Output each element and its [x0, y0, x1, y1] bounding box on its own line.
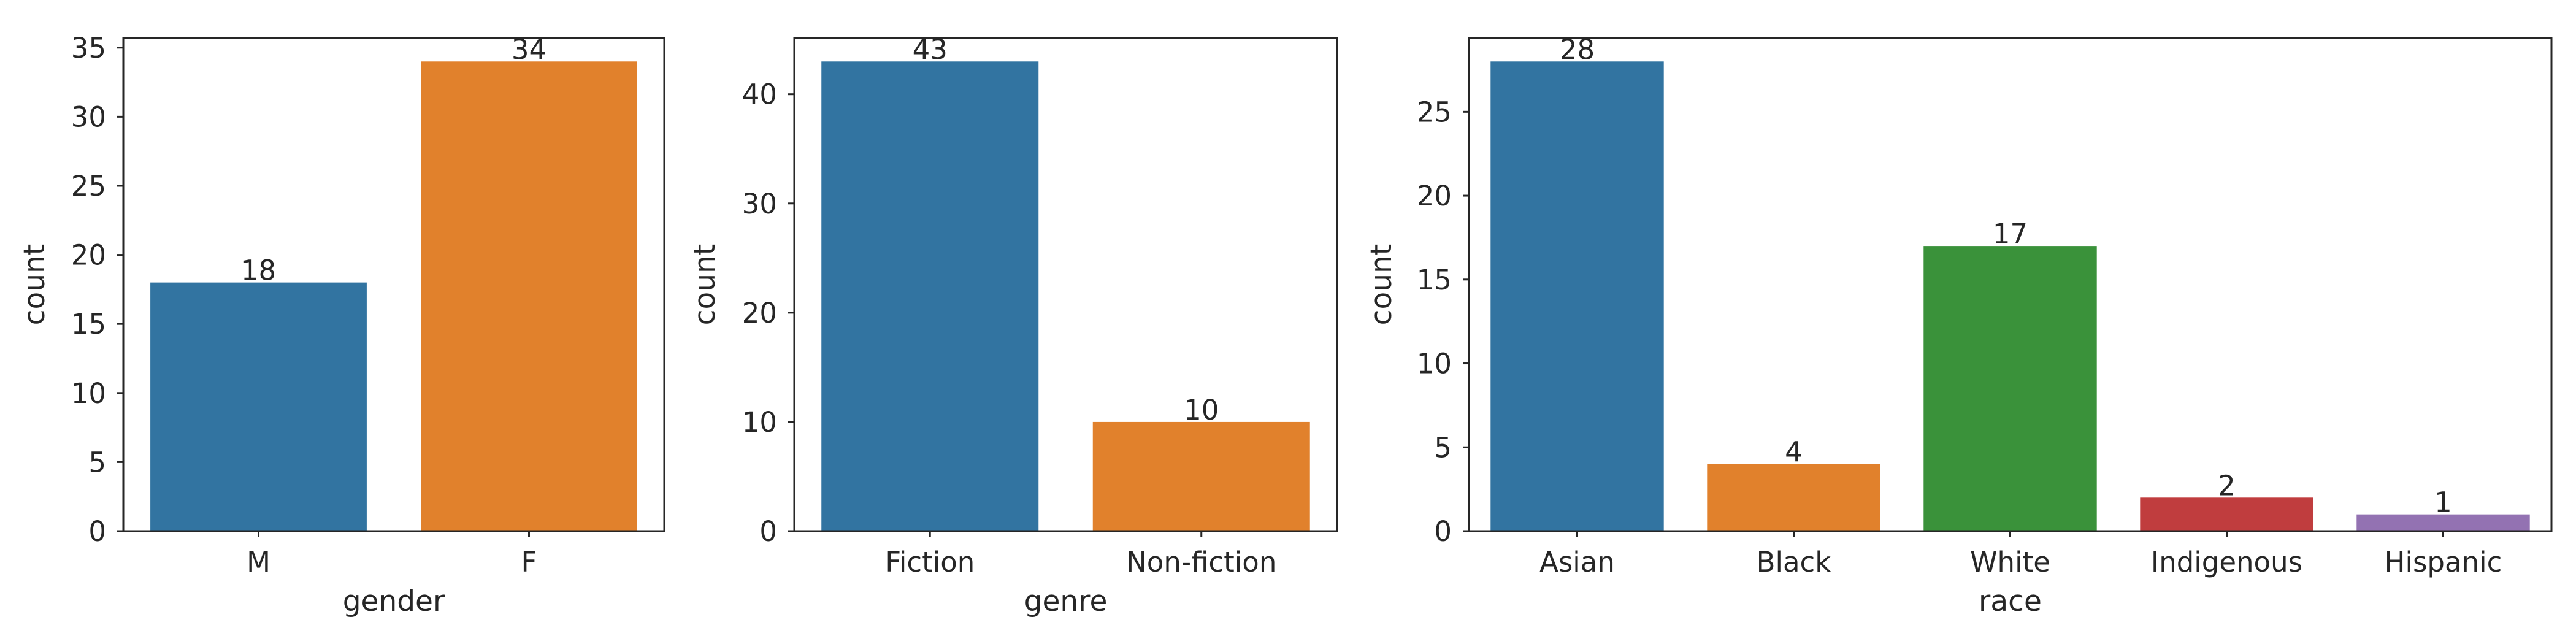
x-tick-label: Asian	[1539, 546, 1615, 578]
x-axis-label: genre	[1024, 585, 1108, 618]
x-tick-label: F	[521, 546, 537, 578]
y-tick-label: 25	[1417, 96, 1452, 128]
y-axis-label: count	[1365, 244, 1398, 326]
x-tick-label: Black	[1757, 546, 1831, 578]
bar-non-fiction	[1092, 421, 1310, 531]
data-label: 18	[241, 255, 276, 287]
bar-fiction	[821, 61, 1039, 532]
y-axis-label: count	[18, 244, 52, 326]
x-tick-label: Hispanic	[2385, 546, 2502, 578]
x-axis-label: gender	[343, 585, 445, 618]
x-tick-label: White	[1970, 546, 2050, 578]
bar-m	[150, 282, 367, 531]
y-tick-label: 5	[88, 446, 106, 478]
axes-frame	[122, 37, 665, 532]
y-tick-label: 10	[1417, 348, 1452, 380]
axes-frame	[793, 37, 1338, 532]
bar-asian	[1490, 61, 1664, 532]
data-label: 10	[1184, 394, 1219, 426]
y-tick-label: 10	[742, 406, 777, 439]
x-tick-label: Fiction	[885, 546, 975, 578]
y-tick-label: 0	[88, 515, 106, 548]
y-tick-label: 0	[759, 515, 777, 548]
y-tick-label: 5	[1434, 431, 1452, 464]
x-tick-label: M	[247, 546, 270, 578]
y-tick-label: 15	[71, 308, 106, 340]
x-tick-label: Indigenous	[2151, 546, 2302, 578]
data-label: 1	[2434, 486, 2452, 519]
y-axis-label: count	[688, 244, 722, 326]
x-tick-label: Non-fiction	[1126, 546, 1276, 578]
x-axis-label: race	[1979, 585, 2042, 618]
bar-black	[1707, 464, 1880, 531]
bar-f	[421, 61, 637, 532]
y-tick-label: 25	[71, 170, 106, 202]
y-tick-label: 10	[71, 377, 106, 410]
y-tick-label: 30	[742, 188, 777, 220]
bar-indigenous	[2140, 497, 2313, 531]
y-tick-label: 0	[1434, 515, 1452, 548]
y-tick-label: 40	[742, 79, 777, 111]
bar-white	[1923, 246, 2097, 531]
y-tick-label: 35	[71, 32, 106, 64]
data-label: 2	[2218, 469, 2236, 502]
y-tick-label: 30	[71, 101, 106, 133]
bar-hispanic	[2356, 514, 2530, 531]
y-tick-label: 15	[1417, 264, 1452, 296]
data-label: 4	[1785, 436, 1803, 469]
y-tick-label: 20	[742, 297, 777, 329]
data-label: 17	[1993, 218, 2028, 250]
y-tick-label: 20	[1417, 180, 1452, 212]
y-tick-label: 20	[71, 239, 106, 272]
